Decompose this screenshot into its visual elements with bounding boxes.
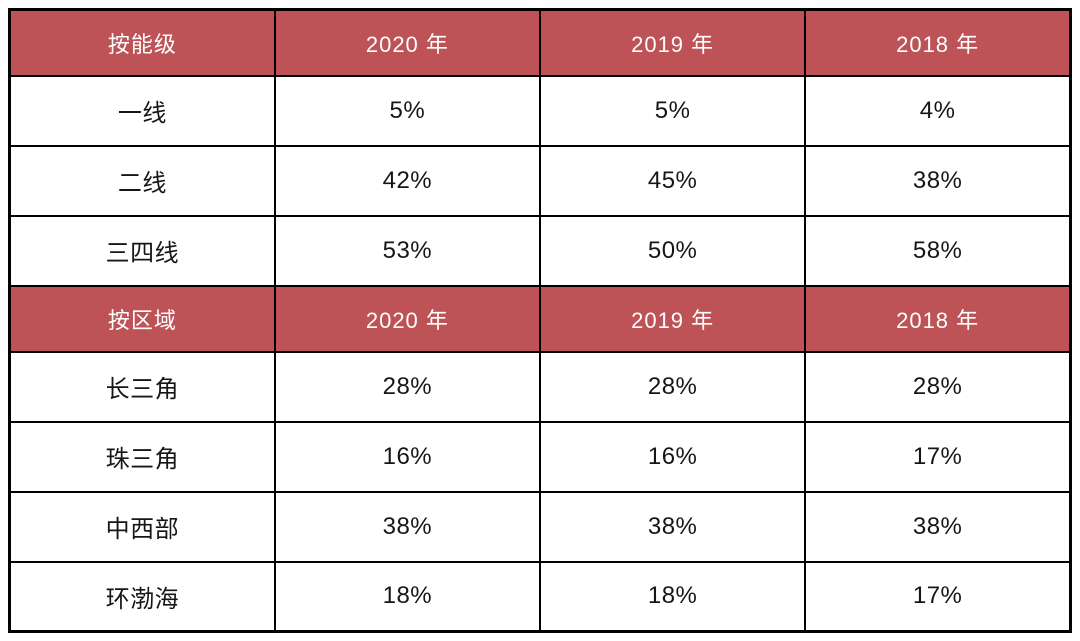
cell-value: 53% [273,214,542,287]
cell-value: 5% [273,74,542,147]
cell-value: 18% [538,560,807,633]
cell-value: 38% [273,490,542,563]
cell-value: 42% [273,144,542,217]
cell-value: 16% [538,420,807,493]
cell-value: 18% [273,560,542,633]
section-title-tier: 按能级 [8,8,276,77]
cell-value: 4% [804,74,1072,147]
cell-value: 17% [804,420,1072,493]
cell-value: 38% [804,490,1072,563]
row-label: 长三角 [8,350,276,423]
row-label: 中西部 [8,490,276,563]
row-label: 环渤海 [8,560,276,633]
cell-value: 50% [538,214,807,287]
cell-value: 45% [538,144,807,217]
cell-value: 5% [538,74,807,147]
table-row-tier2: 二线 42% 45% 38% [8,144,1072,217]
column-header-2019: 2019 年 [538,8,807,77]
section-header-row-tier: 按能级 2020 年 2019 年 2018 年 [8,8,1072,77]
column-header-2020: 2020 年 [273,8,542,77]
section-header-row-region: 按区域 2020 年 2019 年 2018 年 [8,284,1072,353]
table-row-yangtze: 长三角 28% 28% 28% [8,350,1072,423]
table-row-tier34: 三四线 53% 50% 58% [8,214,1072,287]
row-label: 珠三角 [8,420,276,493]
cell-value: 58% [804,214,1072,287]
column-header-2020: 2020 年 [273,284,542,353]
row-label: 一线 [8,74,276,147]
table-row-tier1: 一线 5% 5% 4% [8,74,1072,147]
row-label: 三四线 [8,214,276,287]
column-header-2019: 2019 年 [538,284,807,353]
column-header-2018: 2018 年 [804,284,1072,353]
cell-value: 38% [804,144,1072,217]
column-header-2018: 2018 年 [804,8,1072,77]
table-row-central-west: 中西部 38% 38% 38% [8,490,1072,563]
cell-value: 16% [273,420,542,493]
row-label: 二线 [8,144,276,217]
cell-value: 28% [273,350,542,423]
data-table: 按能级 2020 年 2019 年 2018 年 一线 5% 5% 4% 二线 … [8,8,1072,633]
table-row-bohai: 环渤海 18% 18% 17% [8,560,1072,633]
cell-value: 17% [804,560,1072,633]
table-row-pearl: 珠三角 16% 16% 17% [8,420,1072,493]
section-title-region: 按区域 [8,284,276,353]
cell-value: 28% [538,350,807,423]
cell-value: 38% [538,490,807,563]
cell-value: 28% [804,350,1072,423]
